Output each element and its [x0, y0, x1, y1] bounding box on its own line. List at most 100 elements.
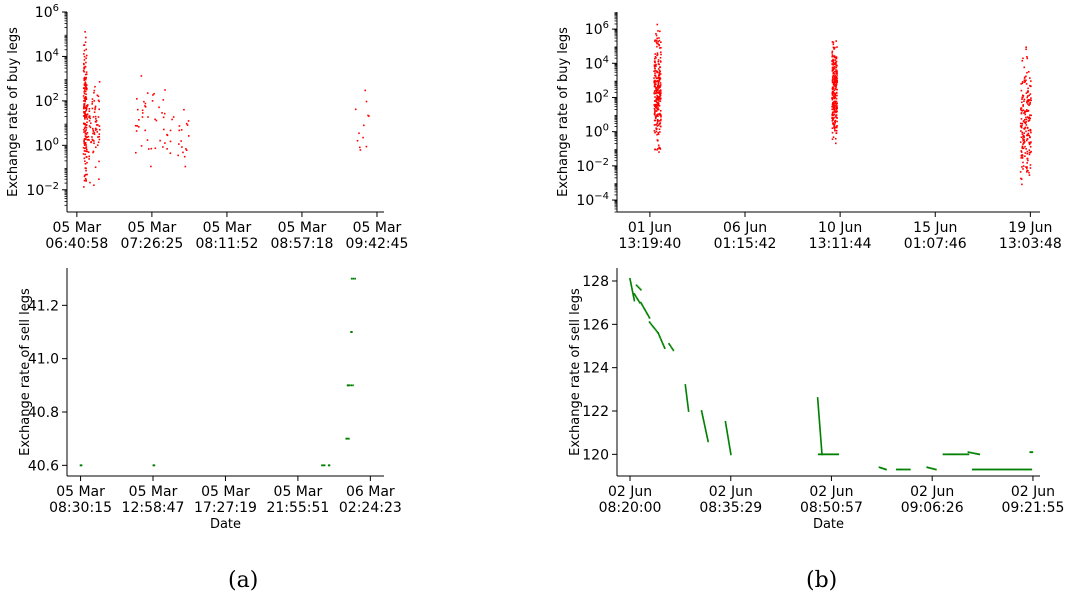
buy-point [832, 58, 834, 61]
buy-point [659, 51, 662, 54]
buy-point [86, 87, 88, 90]
buy-point [835, 111, 837, 114]
buy-point [659, 84, 662, 86]
sell-point [706, 434, 708, 437]
buy-point [831, 69, 834, 71]
buy-point [88, 116, 90, 119]
buy-point [834, 81, 836, 83]
buy-point [141, 109, 144, 112]
buy-point [1020, 108, 1022, 110]
buy-point [1028, 94, 1031, 97]
sell-point [350, 277, 353, 280]
buy-point [1021, 82, 1024, 85]
buy-point [84, 111, 86, 113]
buy-point [83, 76, 86, 79]
buy-point [653, 124, 656, 126]
buy-point [1019, 141, 1022, 143]
buy-point [660, 41, 662, 44]
buy-point [187, 135, 190, 137]
buy-point [834, 56, 837, 59]
buy-point [86, 150, 88, 153]
sell-point [328, 464, 331, 467]
sell-point [989, 468, 992, 471]
buy-point [1024, 111, 1026, 114]
buy-point [1029, 167, 1032, 169]
sell-point [701, 411, 703, 414]
buy-point [82, 146, 85, 149]
buy-point [185, 122, 188, 125]
buy-point [1030, 99, 1032, 102]
buy-point [1022, 94, 1025, 97]
buy-point [97, 95, 100, 98]
buy-point [1021, 124, 1023, 127]
y-tick-base: 10 [26, 183, 44, 199]
x-tick-label-date: 02 Jun [910, 484, 954, 500]
buy-point [835, 81, 838, 84]
y-tick-exponent: 0 [53, 136, 59, 147]
buy-point [1023, 98, 1026, 101]
buy-point [654, 148, 657, 151]
buy-point [85, 126, 88, 129]
sell-point [642, 306, 645, 309]
buy-point [1026, 55, 1028, 58]
y-tick-base: 10 [585, 125, 603, 141]
buy-point [659, 100, 662, 102]
buy-point [659, 30, 661, 33]
sell-point [724, 422, 727, 425]
buy-point [1027, 159, 1029, 162]
sell-point [831, 453, 834, 456]
buy-point [82, 87, 85, 90]
buy-point [656, 121, 659, 123]
buy-point [654, 119, 657, 122]
y-tick-exponent: −4 [594, 191, 609, 202]
buy-point [659, 77, 662, 80]
sell-point [648, 321, 651, 324]
sell-point [817, 404, 820, 407]
sell-point [818, 417, 821, 420]
buy-point [654, 61, 656, 64]
buy-point [362, 136, 364, 139]
buy-point [1029, 93, 1032, 95]
buy-point [138, 119, 140, 121]
buy-point [83, 137, 86, 140]
buy-point [150, 147, 153, 150]
buy-point [1021, 122, 1024, 125]
sell-point [820, 448, 823, 451]
buy-point [154, 147, 157, 150]
buy-point [83, 140, 85, 143]
buy-point [85, 83, 87, 86]
sell-point [671, 348, 674, 350]
sell-point [974, 468, 977, 471]
buy-point [93, 133, 96, 136]
buy-point [655, 130, 658, 133]
sell-point [1030, 468, 1033, 471]
sell-point [727, 437, 729, 439]
buy-point [91, 103, 94, 105]
buy-point [656, 125, 659, 127]
buy-point [98, 128, 101, 131]
buy-point [833, 102, 835, 105]
buy-point [832, 106, 834, 108]
x-tick-label-date: 01 Jun [628, 220, 672, 236]
buy-point [91, 98, 94, 100]
x-tick-label-time: 09:42:45 [346, 236, 409, 252]
buy-point [88, 108, 91, 110]
sell-point [932, 467, 934, 470]
buy-point [659, 56, 662, 59]
buy-point [833, 96, 835, 98]
buy-point [159, 139, 161, 142]
buy-point [833, 55, 836, 58]
buy-point [180, 140, 182, 142]
buy-point [653, 65, 656, 68]
buy-point [85, 54, 88, 57]
buy-point [1025, 75, 1027, 78]
buy-point [92, 150, 95, 153]
buy-point [95, 146, 97, 149]
buy-point [181, 146, 183, 148]
buy-point [86, 136, 89, 138]
buy-point [1029, 146, 1032, 148]
sell-point [818, 420, 821, 423]
buy-point [1026, 57, 1029, 60]
buy-point [1028, 174, 1031, 176]
buy-point [833, 67, 835, 70]
